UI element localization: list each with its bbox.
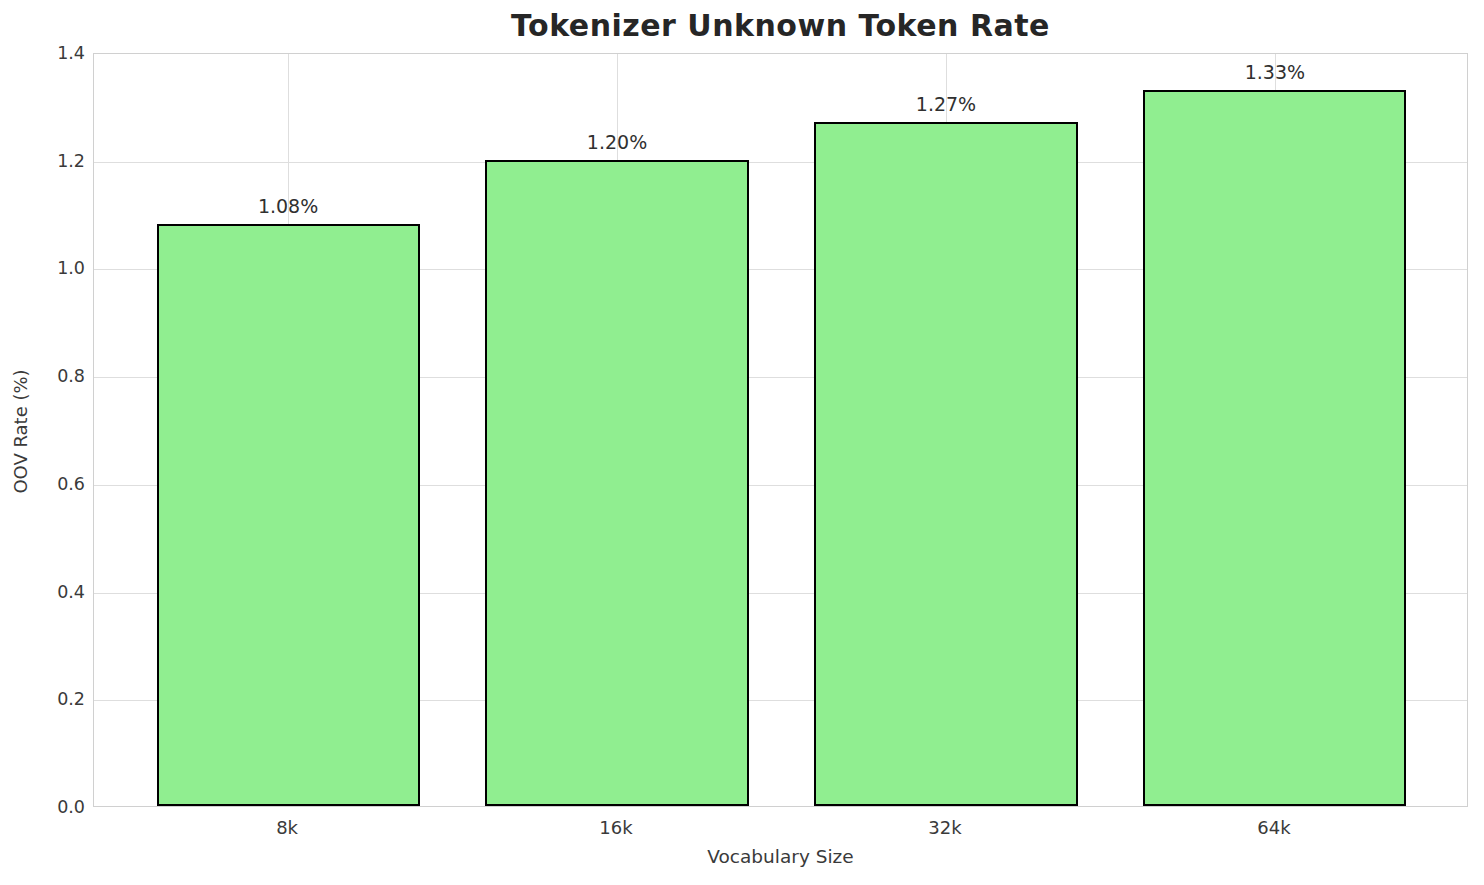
bar-16k [485,160,748,806]
x-tick-label: 16k [599,817,632,838]
bar-value-label: 1.33% [1245,61,1305,83]
bar-value-label: 1.08% [258,195,318,217]
x-tick-label: 32k [928,817,961,838]
bar-8k [157,224,420,806]
y-tick-label: 1.4 [57,43,85,63]
y-tick-label: 1.2 [57,151,85,171]
bar-32k [814,122,1077,806]
bar-value-label: 1.20% [587,131,647,153]
y-tick-label: 0.8 [57,366,85,386]
x-tick-label: 64k [1257,817,1290,838]
x-tick-label: 8k [276,817,298,838]
chart-title: Tokenizer Unknown Token Rate [93,8,1468,43]
bar-value-label: 1.27% [916,93,976,115]
bar-64k [1143,90,1406,806]
plot-area: 1.08% 1.20% 1.27% 1.33% [93,53,1468,807]
y-tick-label: 1.0 [57,258,85,278]
y-tick-label: 0.4 [57,582,85,602]
y-tick-label: 0.2 [57,689,85,709]
y-axis-label: OOV Rate (%) [10,242,31,622]
bar-chart-figure: Tokenizer Unknown Token Rate OOV Rate (%… [0,0,1484,885]
y-tick-label: 0.6 [57,474,85,494]
y-tick-label: 0.0 [57,797,85,817]
x-axis-label: Vocabulary Size [93,846,1468,867]
